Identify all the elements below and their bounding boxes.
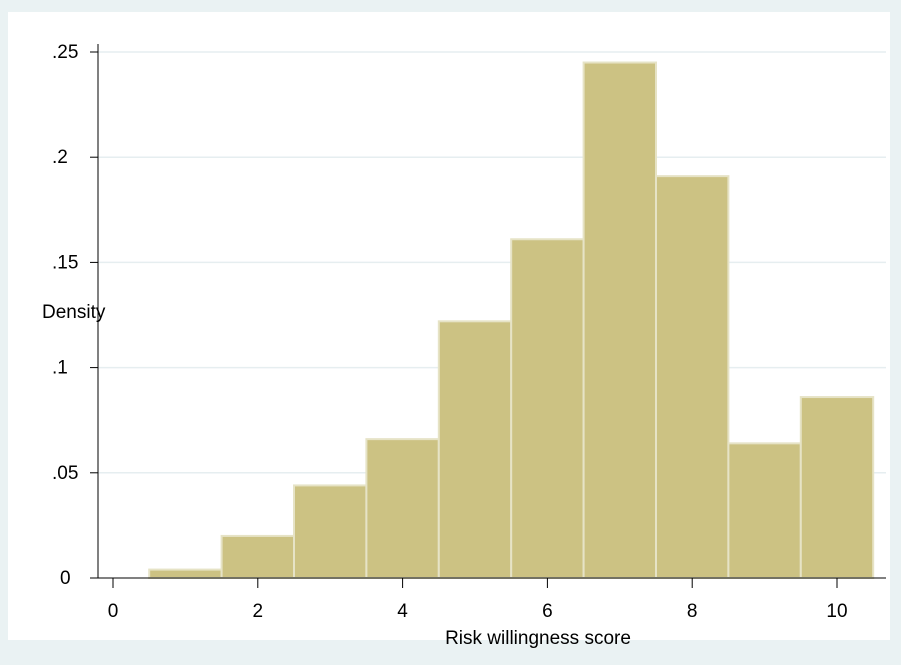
x-axis-label: Risk willingness score [445,628,631,649]
x-tick-label: 4 [397,601,408,622]
x-tick-label: 6 [542,601,553,622]
y-tick-label: 0 [60,568,71,589]
x-ticks: 0 2 4 6 8 10 [108,578,848,622]
histogram-bar [437,320,513,579]
y-tick-label: .25 [52,42,78,63]
x-tick-label: 0 [108,601,119,622]
axes [97,44,886,579]
y-tick-label: .15 [52,252,78,273]
y-tick-label: .2 [52,147,68,168]
histogram-bar [220,534,296,579]
x-tick-label: 10 [826,601,847,622]
histogram-bar [727,442,802,579]
histogram-bar [582,61,657,579]
y-axis-label: Density [42,302,106,323]
histogram-bar [510,238,585,579]
histogram-bar [293,484,368,580]
histogram-bar [365,438,440,579]
y-tick-label: .05 [52,463,78,484]
histogram-bar [655,175,730,580]
x-tick-label: 8 [687,601,698,622]
x-tick-label: 2 [253,601,264,622]
histogram-bar [799,396,875,579]
histogram-bars [148,61,875,580]
y-tick-label: .1 [52,358,68,379]
histogram-bar [148,568,223,579]
y-ticks: 0 .05 .1 .15 .2 .25 [52,42,98,589]
